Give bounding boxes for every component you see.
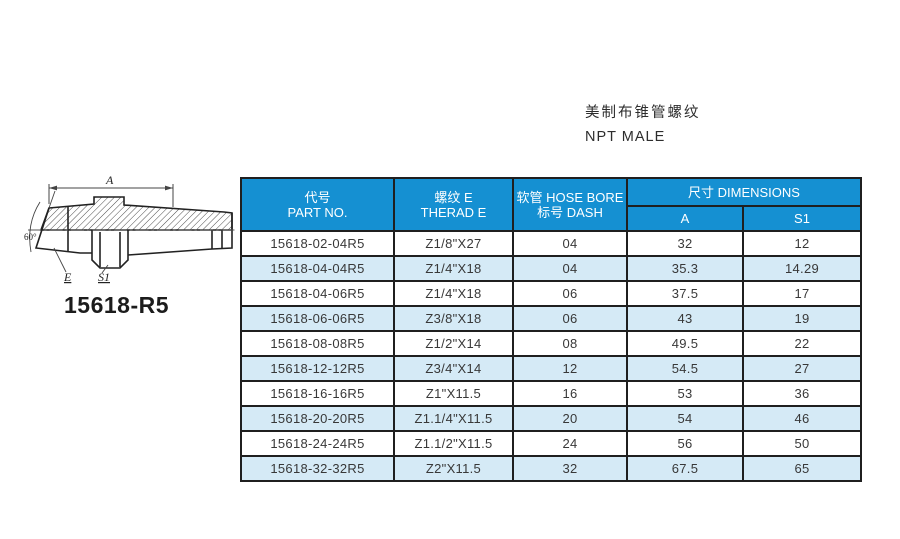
header-dimensions: 尺寸 DIMENSIONS xyxy=(628,179,860,207)
table-cell: 67.5 xyxy=(628,457,744,480)
table-cell: 32 xyxy=(628,232,744,255)
table-cell: 15618-32-32R5 xyxy=(242,457,395,480)
header-hose-bore: 软管 HOSE BORE 标号 DASH xyxy=(514,179,628,230)
table-cell: 12 xyxy=(794,236,810,251)
angle-label: 60° xyxy=(24,232,37,242)
table-cell: 24 xyxy=(514,432,628,455)
table-row: 15618-12-12R5 Z3/4"X14 12 54.5 27 xyxy=(242,355,860,380)
header-part-no-en: PART NO. xyxy=(287,204,348,220)
header-hose-bore-en: 标号 DASH xyxy=(537,204,603,220)
fitting-lower-outline xyxy=(34,206,233,269)
table-cell: 04 xyxy=(514,232,628,255)
table-cell: 14.29 xyxy=(784,261,820,276)
table-cell: Z1/4"X18 xyxy=(395,282,514,305)
table-cell: 36 xyxy=(794,386,810,401)
table-cell: Z3/8"X18 xyxy=(395,307,514,330)
angle-arc xyxy=(29,201,41,253)
header-thread-cn: 螺纹 E xyxy=(434,189,473,205)
table-cell: 15618-04-06R5 xyxy=(242,282,395,305)
table-cell: 04 xyxy=(514,257,628,280)
table-cell: Z1/4"X18 xyxy=(395,257,514,280)
table-cell: 54 xyxy=(628,407,744,430)
table-cell: 37.5 xyxy=(628,282,744,305)
spec-table: 代号 PART NO. 螺纹 E THERAD E 软管 HOSE BORE 标… xyxy=(240,177,862,482)
table-cell: 08 xyxy=(514,332,628,355)
table-cell: Z1.1/4"X11.5 xyxy=(395,407,514,430)
table-row: 15618-32-32R5 Z2"X11.5 32 67.5 65 xyxy=(242,455,860,480)
s1-label: S1 xyxy=(98,270,110,284)
table-row: 15618-16-16R5 Z1"X11.5 16 53 36 xyxy=(242,380,860,405)
header-hose-bore-cn: 软管 HOSE BORE xyxy=(516,189,624,205)
section-title: 美制布锥管螺纹 NPT MALE xyxy=(585,101,701,149)
table-cell: Z1/2"X14 xyxy=(395,332,514,355)
table-cell: 17 xyxy=(794,286,810,301)
part-number-heading: 15618-R5 xyxy=(64,292,170,318)
table-cell: 54.5 xyxy=(628,357,744,380)
header-part-no: 代号 PART NO. xyxy=(242,179,395,230)
table-cell: 65 xyxy=(794,461,810,476)
table-cell: 43 xyxy=(628,307,744,330)
table-cell: 12 xyxy=(514,357,628,380)
header-col-s1-label: S1 xyxy=(794,211,810,226)
table-row: 15618-04-06R5 Z1/4"X18 06 37.5 17 xyxy=(242,280,860,305)
table-cell: 32 xyxy=(514,457,628,480)
table-cell: 19 xyxy=(794,311,810,326)
table-header: 代号 PART NO. 螺纹 E THERAD E 软管 HOSE BORE 标… xyxy=(242,179,860,230)
header-col-a: A xyxy=(628,207,744,230)
table-cell: 06 xyxy=(514,307,628,330)
header-col-s1: S1 xyxy=(744,207,860,230)
dim-arrow-right xyxy=(165,185,173,191)
section-title-english: NPT MALE xyxy=(585,129,666,145)
table-cell: Z2"X11.5 xyxy=(395,457,514,480)
dimension-a xyxy=(48,184,174,207)
table-cell: 35.3 xyxy=(628,257,744,280)
table-cell: 15618-16-16R5 xyxy=(242,382,395,405)
table-cell: 49.5 xyxy=(628,332,744,355)
s1-leader-line xyxy=(101,264,109,274)
e-label: E xyxy=(63,270,72,284)
table-body: 15618-02-04R5 Z1/8"X27 04 32 12 15618-04-04R5… xyxy=(242,230,860,480)
table-cell: 15618-24-24R5 xyxy=(242,432,395,455)
table-cell: 22 xyxy=(794,336,810,351)
header-thread-en: THERAD E xyxy=(420,204,487,220)
table-row: 15618-02-04R5 Z1/8"X27 04 32 12 xyxy=(242,230,860,255)
header-thread: 螺纹 E THERAD E xyxy=(395,179,514,230)
fitting-technical-drawing: A 60° E xyxy=(24,160,240,292)
fitting-upper-section xyxy=(39,196,233,231)
table-cell: 06 xyxy=(514,282,628,305)
table-cell: 50 xyxy=(794,436,810,451)
table-cell: 27 xyxy=(794,361,810,376)
table-cell: 56 xyxy=(628,432,744,455)
header-dimensions-label: 尺寸 DIMENSIONS xyxy=(688,184,800,200)
table-row: 15618-20-20R5 Z1.1/4"X11.5 20 54 46 xyxy=(242,405,860,430)
table-cell: 53 xyxy=(628,382,744,405)
table-cell: 15618-04-04R5 xyxy=(242,257,395,280)
table-cell: Z1/8"X27 xyxy=(395,232,514,255)
section-title-chinese: 美制布锥管螺纹 xyxy=(585,105,701,121)
dim-arrow-left xyxy=(49,185,57,191)
table-cell: 15618-12-12R5 xyxy=(242,357,395,380)
table-row: 15618-06-06R5 Z3/8"X18 06 43 19 xyxy=(242,305,860,330)
table-cell: 20 xyxy=(514,407,628,430)
table-cell: 15618-08-08R5 xyxy=(242,332,395,355)
table-cell: 15618-06-06R5 xyxy=(242,307,395,330)
table-cell: Z3/4"X14 xyxy=(395,357,514,380)
header-part-no-cn: 代号 xyxy=(304,189,331,205)
table-cell: 16 xyxy=(514,382,628,405)
table-row: 15618-08-08R5 Z1/2"X14 08 49.5 22 xyxy=(242,330,860,355)
e-leader-line xyxy=(53,247,67,273)
table-cell: 15618-20-20R5 xyxy=(242,407,395,430)
table-cell: Z1.1/2"X11.5 xyxy=(395,432,514,455)
table-cell: Z1"X11.5 xyxy=(395,382,514,405)
header-col-a-label: A xyxy=(680,211,690,226)
table-row: 15618-24-24R5 Z1.1/2"X11.5 24 56 50 xyxy=(242,430,860,455)
dim-a-label: A xyxy=(105,173,114,187)
fitting-drawing-svg: A 60° E xyxy=(24,173,236,284)
table-row: 15618-04-04R5 Z1/4"X18 04 35.3 14.29 xyxy=(242,255,860,280)
table-cell: 46 xyxy=(794,411,810,426)
angle-witness-line xyxy=(48,190,56,209)
table-cell: 15618-02-04R5 xyxy=(242,232,395,255)
